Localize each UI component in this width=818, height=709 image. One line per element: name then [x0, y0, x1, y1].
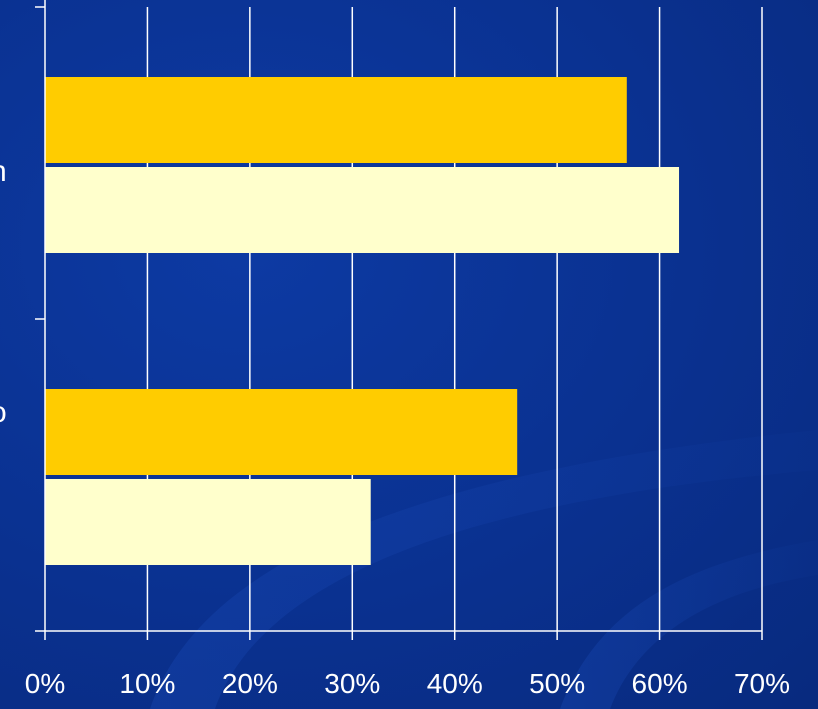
labels: 0% 10% 20% 30% 40% 50% 60% 70% n o	[0, 155, 790, 699]
x-tick-label: 60%	[632, 668, 688, 699]
bar-series1-n	[45, 77, 627, 163]
x-tick-label: 50%	[529, 668, 585, 699]
x-tick-label: 40%	[427, 668, 483, 699]
bars	[45, 77, 680, 565]
bar-series2-n	[45, 167, 680, 253]
x-tick-label: 20%	[222, 668, 278, 699]
bar-series2-o	[45, 479, 371, 565]
category-label: o	[0, 396, 7, 429]
bar-series1-o	[45, 389, 518, 475]
category-label: n	[0, 155, 7, 188]
x-tick-label: 10%	[119, 668, 175, 699]
axes	[35, 0, 763, 640]
x-tick-label: 70%	[734, 668, 790, 699]
x-tick-label: 30%	[324, 668, 380, 699]
background-swoosh	[150, 430, 818, 709]
x-tick-label: 0%	[25, 668, 65, 699]
